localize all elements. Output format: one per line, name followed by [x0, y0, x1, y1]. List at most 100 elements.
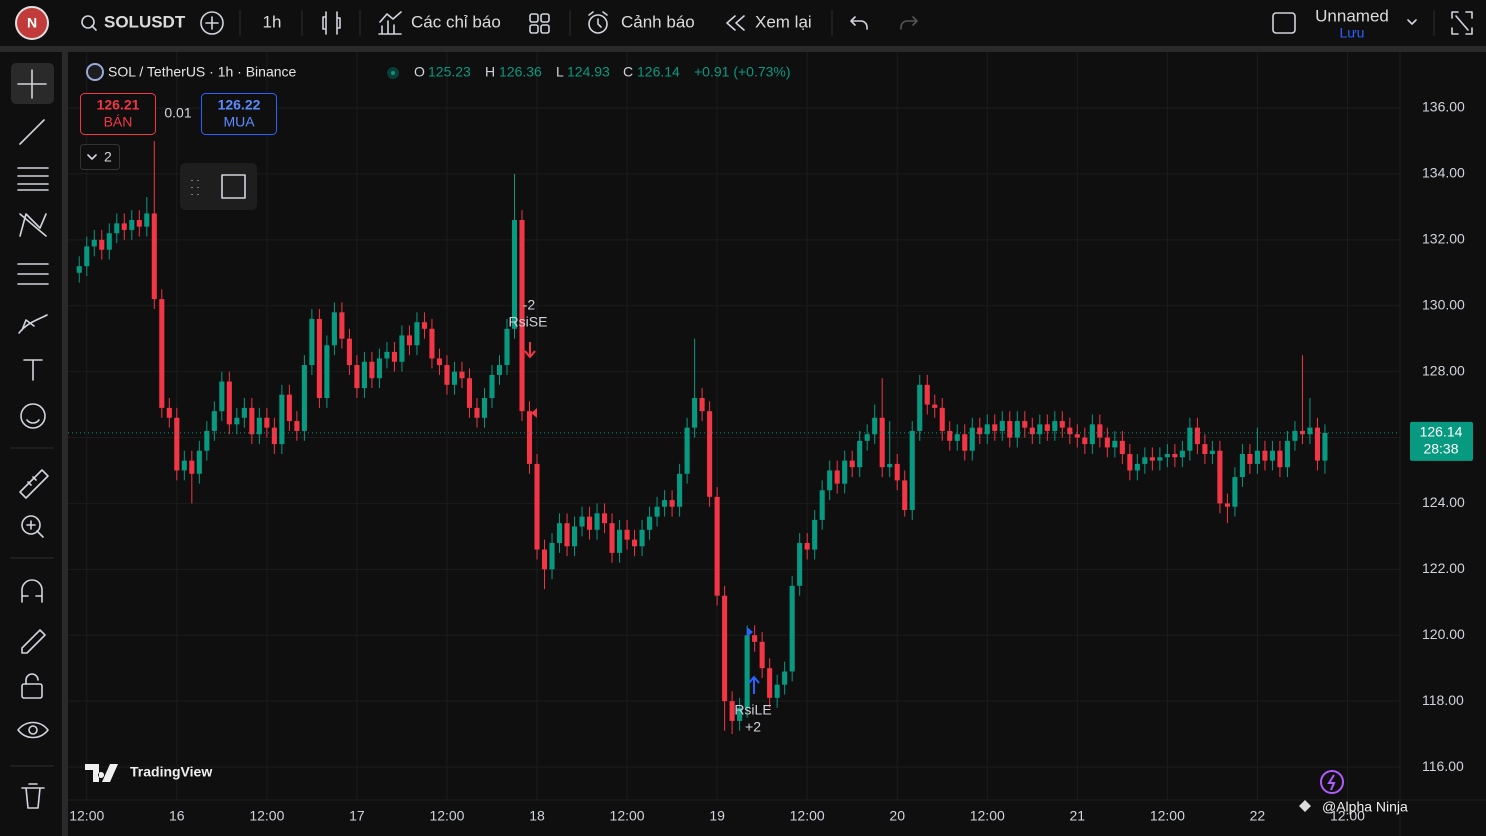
- fib-tool[interactable]: [17, 167, 49, 191]
- candle-body: [526, 411, 533, 464]
- lightning-button[interactable]: [1320, 770, 1344, 794]
- candle-body: [737, 707, 743, 721]
- text-tool[interactable]: [23, 359, 43, 381]
- x-tick-label: 16: [169, 808, 185, 824]
- credit-logo: [1299, 800, 1311, 812]
- candle-body: [301, 365, 307, 431]
- layout-name[interactable]: Unnamed: [1315, 6, 1389, 25]
- candle-body: [339, 312, 345, 339]
- delete-tool[interactable]: [21, 783, 45, 809]
- pattern-tool[interactable]: [19, 213, 47, 237]
- tradingview-logo: TradingView: [85, 764, 212, 782]
- save-label[interactable]: Lưu: [1340, 25, 1365, 41]
- candle-body: [1322, 432, 1328, 461]
- sell-button[interactable]: 126.21 BÁN: [80, 93, 156, 135]
- alerts-button[interactable]: Cảnh báo: [588, 11, 695, 34]
- indicators-icon: [378, 11, 402, 35]
- candle-body: [834, 470, 840, 484]
- candle-body: [474, 407, 480, 418]
- candle-body: [984, 424, 990, 435]
- candle-body: [782, 671, 788, 685]
- grid-cell: [529, 24, 539, 34]
- prediction-tool[interactable]: [17, 263, 49, 285]
- candle-body: [744, 635, 750, 708]
- replay-button[interactable]: Xem lại: [726, 12, 812, 31]
- rectangle-icon: [221, 174, 246, 199]
- templates-button[interactable]: [529, 13, 550, 34]
- indicators-button[interactable]: Các chỉ báo: [378, 11, 501, 35]
- brush-tool[interactable]: [18, 314, 48, 334]
- candle-body: [692, 397, 698, 428]
- buy-button[interactable]: 126.22 MUA: [201, 93, 277, 135]
- emoji-tool[interactable]: [20, 403, 46, 429]
- brand: TradingView: [130, 764, 212, 780]
- symbol: SOLUSDT: [104, 12, 186, 31]
- compare-button[interactable]: [200, 11, 224, 35]
- x-tick-label: 20: [889, 808, 905, 824]
- candle-body: [1209, 450, 1215, 455]
- legend-open-label: O: [414, 64, 425, 80]
- layout-menu-chevron[interactable]: [1407, 19, 1417, 25]
- indicators-toggle[interactable]: 2: [80, 144, 120, 170]
- candle-body: [789, 585, 795, 672]
- candle-body: [204, 430, 210, 451]
- y-tick-label: 132.00: [1422, 231, 1465, 247]
- market-status: [387, 67, 399, 79]
- lock-tool[interactable]: [21, 683, 43, 699]
- sell-marker: [531, 408, 537, 418]
- candle-body: [369, 361, 375, 379]
- candle-body: [76, 266, 82, 273]
- candle-body: [842, 460, 848, 484]
- chart-type-button[interactable]: [322, 11, 341, 35]
- stay-drawing-tool[interactable]: [21, 629, 46, 654]
- trend-line-tool[interactable]: [19, 119, 45, 145]
- candle-body: [144, 213, 150, 227]
- candle-body: [624, 529, 630, 540]
- search-icon-handle: [91, 25, 97, 31]
- replay-label: Xem lại: [755, 12, 812, 31]
- symbol-search[interactable]: SOLUSDT: [81, 12, 186, 31]
- avatar[interactable]: N: [15, 6, 49, 40]
- signal-label: RsiSE: [509, 314, 548, 330]
- candle-body: [707, 411, 713, 497]
- x-tick-label: 21: [1070, 808, 1086, 824]
- legend-high: 126.36: [499, 64, 542, 80]
- candle-body: [489, 374, 495, 398]
- candle-body: [714, 496, 720, 596]
- drawing-toolbar[interactable]: [180, 163, 257, 210]
- candle-body: [571, 526, 578, 547]
- top-bar: [0, 0, 1486, 46]
- ruler-tool[interactable]: [19, 469, 49, 499]
- redo-button[interactable]: [900, 16, 918, 30]
- y-tick-label: 116.00: [1422, 758, 1464, 774]
- candle-body: [992, 424, 998, 431]
- crosshair-tool[interactable]: [17, 69, 47, 99]
- fullscreen-icon: [1451, 11, 1473, 35]
- candle-body: [436, 358, 443, 366]
- candle-body: [354, 365, 360, 389]
- magnet-tool[interactable]: [21, 579, 43, 603]
- y-tick-label: 130.00: [1422, 296, 1465, 312]
- candle-body: [129, 220, 135, 230]
- candle-body: [241, 407, 247, 418]
- x-tick-label: 12:00: [1150, 808, 1185, 824]
- hide-tool[interactable]: [17, 721, 49, 739]
- avatar-letter: N: [27, 15, 37, 31]
- x-tick-label: 12:00: [249, 808, 284, 824]
- candle-body: [1254, 450, 1260, 464]
- candle-body: [909, 430, 915, 511]
- fullscreen-button[interactable]: [1451, 11, 1473, 35]
- candle-body: [939, 407, 945, 431]
- layout-checkbox[interactable]: [1272, 12, 1296, 34]
- candle-body: [159, 299, 165, 408]
- x-tick-label: 19: [709, 808, 725, 824]
- zoom-tool[interactable]: [21, 515, 41, 535]
- interval[interactable]: 1h: [263, 12, 282, 31]
- candle-body: [632, 539, 638, 547]
- undo-button[interactable]: [850, 16, 868, 30]
- candle-body: [1187, 427, 1193, 451]
- candle-body: [767, 668, 773, 698]
- candle-body: [1089, 424, 1095, 445]
- candle-body: [977, 427, 983, 435]
